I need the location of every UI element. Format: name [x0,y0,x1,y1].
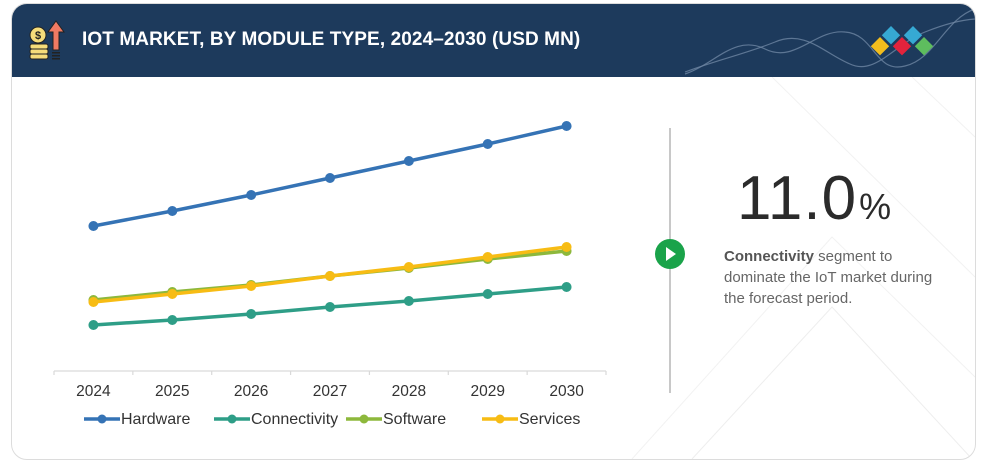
series-connectivity [88,282,572,330]
header-wave-decoration [684,8,975,75]
cagr-unit: % [859,186,893,227]
data-point-connectivity [246,309,257,319]
data-point-connectivity [561,282,572,292]
data-point-services [88,297,99,307]
highlight-segment: Connectivity [724,248,815,265]
legend-item-hardware: Hardware [84,411,190,428]
svg-text:$: $ [35,30,41,42]
data-point-connectivity [325,302,335,312]
legend-item-software: Software [346,411,446,428]
play-icon[interactable] [655,239,685,269]
data-point-connectivity [482,289,493,299]
legend-label: Connectivity [251,411,338,428]
data-point-services [561,242,572,252]
legend-item-connectivity: Connectivity [214,411,338,428]
legend-swatch-marker [97,414,107,424]
data-point-services [482,252,493,262]
legend-label: Services [519,411,580,428]
data-point-connectivity [167,315,178,325]
x-tick-label: 2026 [234,383,268,400]
data-point-hardware [325,173,335,183]
data-point-services [325,271,335,281]
series-services [88,242,572,307]
chart-title: IOT MARKET, BY MODULE TYPE, 2024–2030 (U… [82,29,581,50]
legend-label: Hardware [121,411,190,428]
x-tick-label: 2029 [470,383,504,400]
x-tick-label: 2028 [392,383,426,400]
x-tick-label: 2025 [155,383,189,400]
data-point-hardware [482,139,493,149]
data-point-hardware [246,190,257,200]
coins-growth-arrow-icon: $ [29,20,65,60]
data-point-hardware [561,121,572,131]
data-point-services [167,289,178,299]
highlight-description: Connectivity segment to dominate the IoT… [724,246,954,309]
data-point-hardware [167,206,178,216]
x-tick-label: 2024 [76,383,111,400]
data-point-connectivity [88,320,99,330]
legend-label: Software [383,411,446,428]
infographic-card: $ IOT MARKET, BY MODULE TYPE, 2024–2030 … [11,3,976,460]
x-tick-label: 2030 [549,383,584,400]
x-tick-label: 2027 [313,383,347,400]
cagr-stat: 11.0% [737,168,892,230]
cagr-value: 11.0 [737,164,858,233]
brand-logo [870,26,934,56]
data-point-services [246,281,257,291]
highlight-text: segment to dominate the IoT market durin… [724,248,933,307]
header-bar: $ IOT MARKET, BY MODULE TYPE, 2024–2030 … [12,4,975,77]
legend-swatch-marker [359,414,369,424]
data-point-hardware [88,221,99,231]
line-chart: 2024 2025 2026 2027 2028 2029 2030 Hardware Con… [53,121,607,428]
legend-swatch-marker [495,414,505,424]
data-point-connectivity [403,296,414,306]
legend-swatch-marker [227,414,237,424]
legend-item-services: Services [482,411,580,428]
data-point-services [403,262,414,272]
series-hardware [88,121,572,231]
background-chevron-decoration [631,77,975,459]
data-point-hardware [403,156,414,166]
